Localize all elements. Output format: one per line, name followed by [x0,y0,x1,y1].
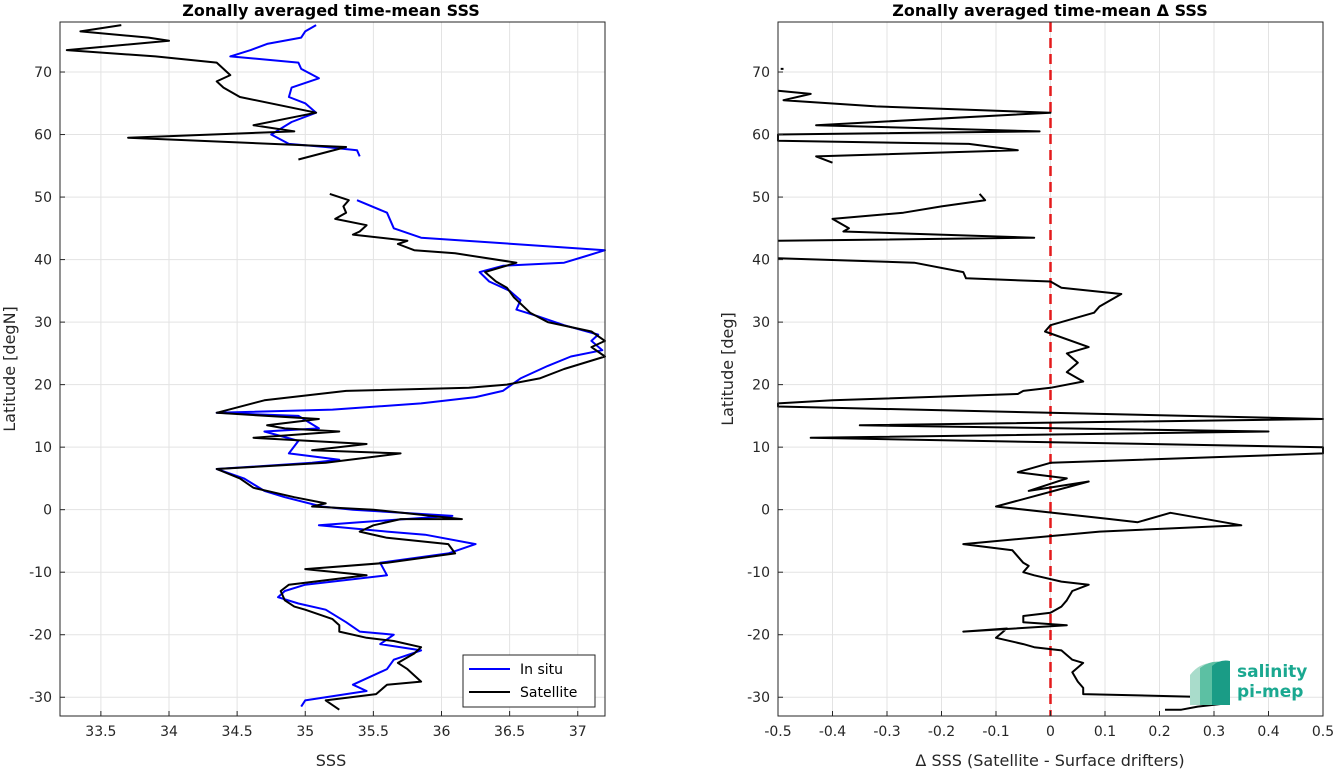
left-x-tick-label: 36 [433,724,451,740]
left-grid [60,22,605,716]
left-series [65,24,606,711]
left-x-tick-label: 34 [160,724,178,740]
left-x-tick-label: 34.5 [222,724,253,740]
right-x-tick-label: 0 [1046,724,1055,740]
legend-label-in-situ: In situ [520,662,563,678]
logo-text-salinity: salinity [1237,662,1307,682]
right-x-tick-label: -0.5 [764,724,791,740]
legend-label-satellite: Satellite [520,685,577,701]
left-y-tick-label: -30 [29,690,52,706]
left-x-tick-label: 35.5 [358,724,389,740]
right-y-tick-label: 40 [752,253,770,269]
left-y-tick-label: 40 [34,253,52,269]
left-y-tick-label: 30 [34,315,52,331]
left-x-axis-label: SSS [316,751,346,769]
right-x-tick-label: 0.5 [1312,724,1334,740]
right-tick-labels: -0.5 -0.4 -0.3 -0.2 -0.1 0 0.1 0.2 0.3 0.4 0.5 -30 -… [747,65,1334,740]
left-y-tick-label: 0 [43,503,52,519]
right-x-tick-label: -0.3 [873,724,900,740]
left-y-axis-label: Latitude [degN] [0,306,19,432]
right-x-tick-label: 0.1 [1094,724,1116,740]
right-x-tick-label: -0.4 [819,724,846,740]
left-x-tick-label: 37 [569,724,587,740]
right-series-line-series-0 [777,67,1324,711]
right-chart-title: Zonally averaged time-mean Δ SSS [892,1,1208,20]
legend-box [462,654,596,708]
right-y-tick-label: 0 [761,503,770,519]
right-x-axis-label: Δ SSS (Satellite - Surface drifters) [915,751,1184,769]
left-x-tick-label: 36.5 [494,724,525,740]
left-chart-title: Zonally averaged time-mean SSS [182,1,480,20]
right-y-axis-label: Latitude [deg] [718,312,737,426]
legend: In situ Satellite [462,654,596,708]
left-x-tick-label: 33.5 [85,724,116,740]
right-x-tick-label: 0.2 [1148,724,1170,740]
left-series-line-in-situ [215,24,606,708]
logo-text-pi-mep: pi-mep [1237,682,1303,702]
right-y-tick-label: -20 [747,628,770,644]
left-y-tick-label: 70 [34,65,52,81]
right-y-tick-label: 50 [752,190,770,206]
right-chart-panel: Zonally averaged time-mean Δ SSS -0.5 -0.… [718,1,1334,769]
right-x-tick-label: -0.2 [928,724,955,740]
logo-wave-icon [1190,660,1230,705]
left-y-tick-label: -10 [29,565,52,581]
right-y-tick-label: 60 [752,128,770,144]
right-y-tick-label: 70 [752,65,770,81]
left-chart-panel: Zonally averaged time-mean SSS 33.5 34 34.… [0,1,606,769]
right-x-tick-label: -0.1 [982,724,1009,740]
right-y-tick-label: 10 [752,440,770,456]
left-axes-box [59,21,606,717]
left-y-tick-label: 20 [34,378,52,394]
right-x-tick-label: 0.3 [1203,724,1225,740]
right-x-tick-label: 0.4 [1257,724,1279,740]
right-y-tick-label: -30 [747,690,770,706]
salinity-pi-mep-logo: salinity pi-mep [1190,660,1307,705]
left-tick-labels: 33.5 34 34.5 35 35.5 36 36.5 37 -30 -20 -10 0 10 20 30… [29,65,587,740]
right-y-tick-label: 30 [752,315,770,331]
right-y-tick-label: -10 [747,565,770,581]
right-series [777,22,1324,716]
left-y-tick-label: -20 [29,628,52,644]
left-series-line-satellite [65,24,606,711]
left-y-tick-label: 10 [34,440,52,456]
left-y-tick-label: 60 [34,128,52,144]
left-x-tick-label: 35 [296,724,314,740]
right-y-tick-label: 20 [752,378,770,394]
left-y-tick-label: 50 [34,190,52,206]
